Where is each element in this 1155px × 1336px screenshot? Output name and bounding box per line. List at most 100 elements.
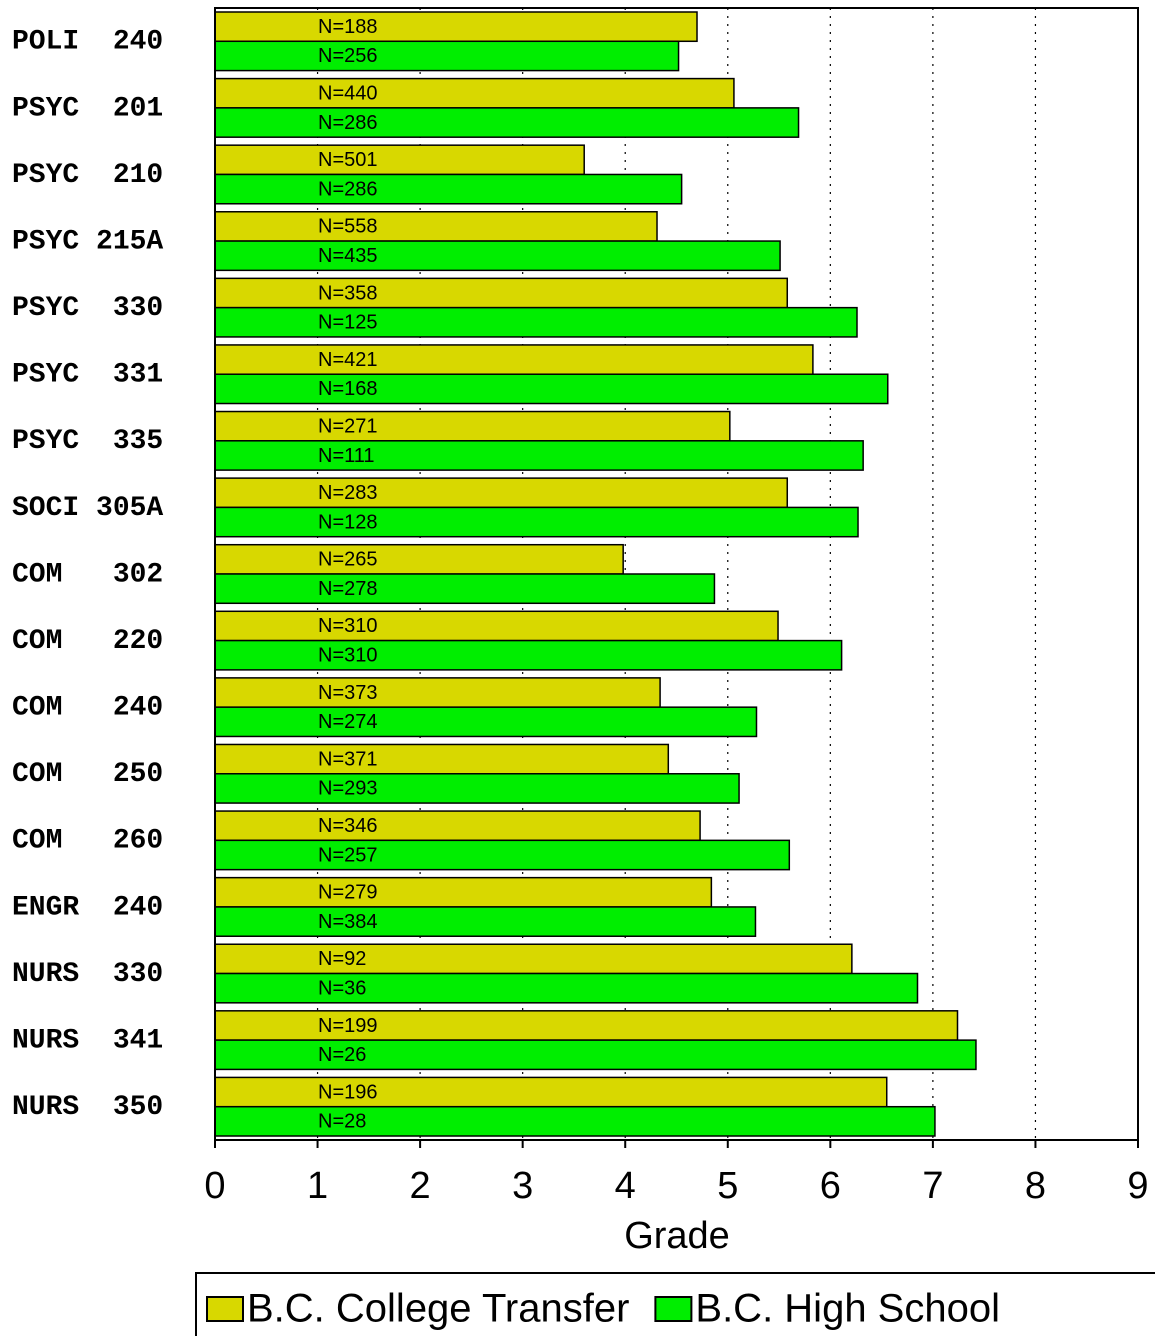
x-tick-label: 0 [204,1165,225,1207]
bar [214,77,735,109]
bar-annotation: N=435 [318,245,378,267]
bar-annotation: N=293 [318,778,378,800]
bar-annotation: N=384 [318,911,378,933]
y-tick-label: PSYC 215A [12,226,163,257]
bar-annotation: N=421 [318,349,378,371]
bar-annotation: N=501 [318,149,378,171]
x-tick-label: 7 [922,1165,943,1207]
y-tick-label: POLI 240 [12,27,163,58]
bar-annotation: N=188 [318,16,378,38]
bar-annotation: N=310 [318,615,378,637]
bar-annotation: N=128 [318,511,378,533]
bar [214,107,800,138]
legend-label: B.C. College Transfer [247,1287,629,1331]
bar-annotation: N=271 [318,415,378,437]
bar-annotation: N=440 [318,83,378,105]
bar [214,173,683,205]
x-tick-label: 1 [307,1165,328,1207]
legend-swatch [654,1296,693,1322]
bar-annotation: N=256 [318,45,378,67]
bar [214,40,680,72]
bar [214,706,758,738]
bar [214,344,814,375]
y-tick-label: COM 260 [12,826,163,857]
bar [214,573,716,605]
bar [214,1010,959,1041]
bar [214,972,919,1004]
legend-label: B.C. High School [695,1287,1000,1331]
bar [214,810,701,842]
y-tick-label: NURS 330 [12,959,163,990]
bar [214,943,853,975]
x-tick-label: 4 [615,1165,636,1207]
y-tick-label: PSYC 210 [12,160,163,191]
bar [214,410,731,442]
bar-annotation: N=168 [318,378,378,400]
bar [214,1039,977,1071]
bar [214,639,843,671]
y-tick-label: COM 250 [12,759,163,790]
bar-annotation: N=279 [318,882,378,904]
bar [214,11,698,43]
bar [214,677,661,708]
bar-annotation: N=286 [318,178,378,200]
x-tick-label: 8 [1025,1165,1046,1207]
bar-annotation: N=199 [318,1015,378,1037]
x-tick-label: 2 [410,1165,431,1207]
bar-annotation: N=278 [318,578,378,600]
bar-annotation: N=346 [318,815,378,837]
bar [214,543,624,575]
bar-annotation: N=286 [318,112,378,134]
bar [214,906,757,937]
bar [214,610,779,642]
bar-annotation: N=265 [318,549,378,571]
y-tick-label: ENGR 240 [12,892,163,923]
bar [214,743,670,775]
y-tick-label: COM 220 [12,626,163,657]
bar [214,440,864,471]
bar-annotation: N=558 [318,216,378,238]
bar [214,240,781,272]
bar-annotation: N=111 [318,445,375,467]
bar-annotation: N=28 [318,1111,366,1133]
x-tick-label: 6 [820,1165,841,1207]
bar-annotation: N=196 [318,1081,378,1103]
x-tick-label: 5 [717,1165,738,1207]
bar [214,211,658,242]
y-tick-label: NURS 341 [12,1026,163,1057]
bar-annotation: N=373 [318,682,378,704]
bar-annotation: N=310 [318,645,378,667]
y-tick-label: PSYC 201 [12,93,163,124]
bar [214,144,585,176]
plot-frame [214,7,1139,1141]
y-tick-label: PSYC 330 [12,293,163,324]
bar [214,773,740,804]
bar [214,876,713,908]
bar-annotation: N=257 [318,844,378,866]
y-tick-label: SOCI 305A [12,493,163,524]
bar-annotation: N=92 [318,948,366,970]
y-tick-label: NURS 350 [12,1092,163,1123]
y-tick-label: PSYC 335 [12,426,163,457]
y-tick-label: COM 240 [12,693,163,724]
bar [214,839,791,871]
bar-annotation: N=36 [318,977,366,999]
bar-annotation: N=358 [318,282,378,304]
bar [214,306,858,338]
x-tick-label: 9 [1127,1165,1148,1207]
bar [214,1076,888,1108]
bar-annotation: N=274 [318,711,378,733]
bar-annotation: N=26 [318,1044,366,1066]
legend-swatch [206,1296,244,1322]
bar [214,277,789,309]
y-tick-label: COM 302 [12,559,163,590]
y-tick-label: PSYC 331 [12,360,163,391]
bar [214,506,859,538]
bar [214,373,889,405]
bar [214,1105,936,1137]
bar-annotation: N=371 [318,748,378,770]
x-tick-label: 3 [512,1165,533,1207]
bar-annotation: N=283 [318,482,378,504]
x-axis-label: Grade [624,1215,730,1257]
